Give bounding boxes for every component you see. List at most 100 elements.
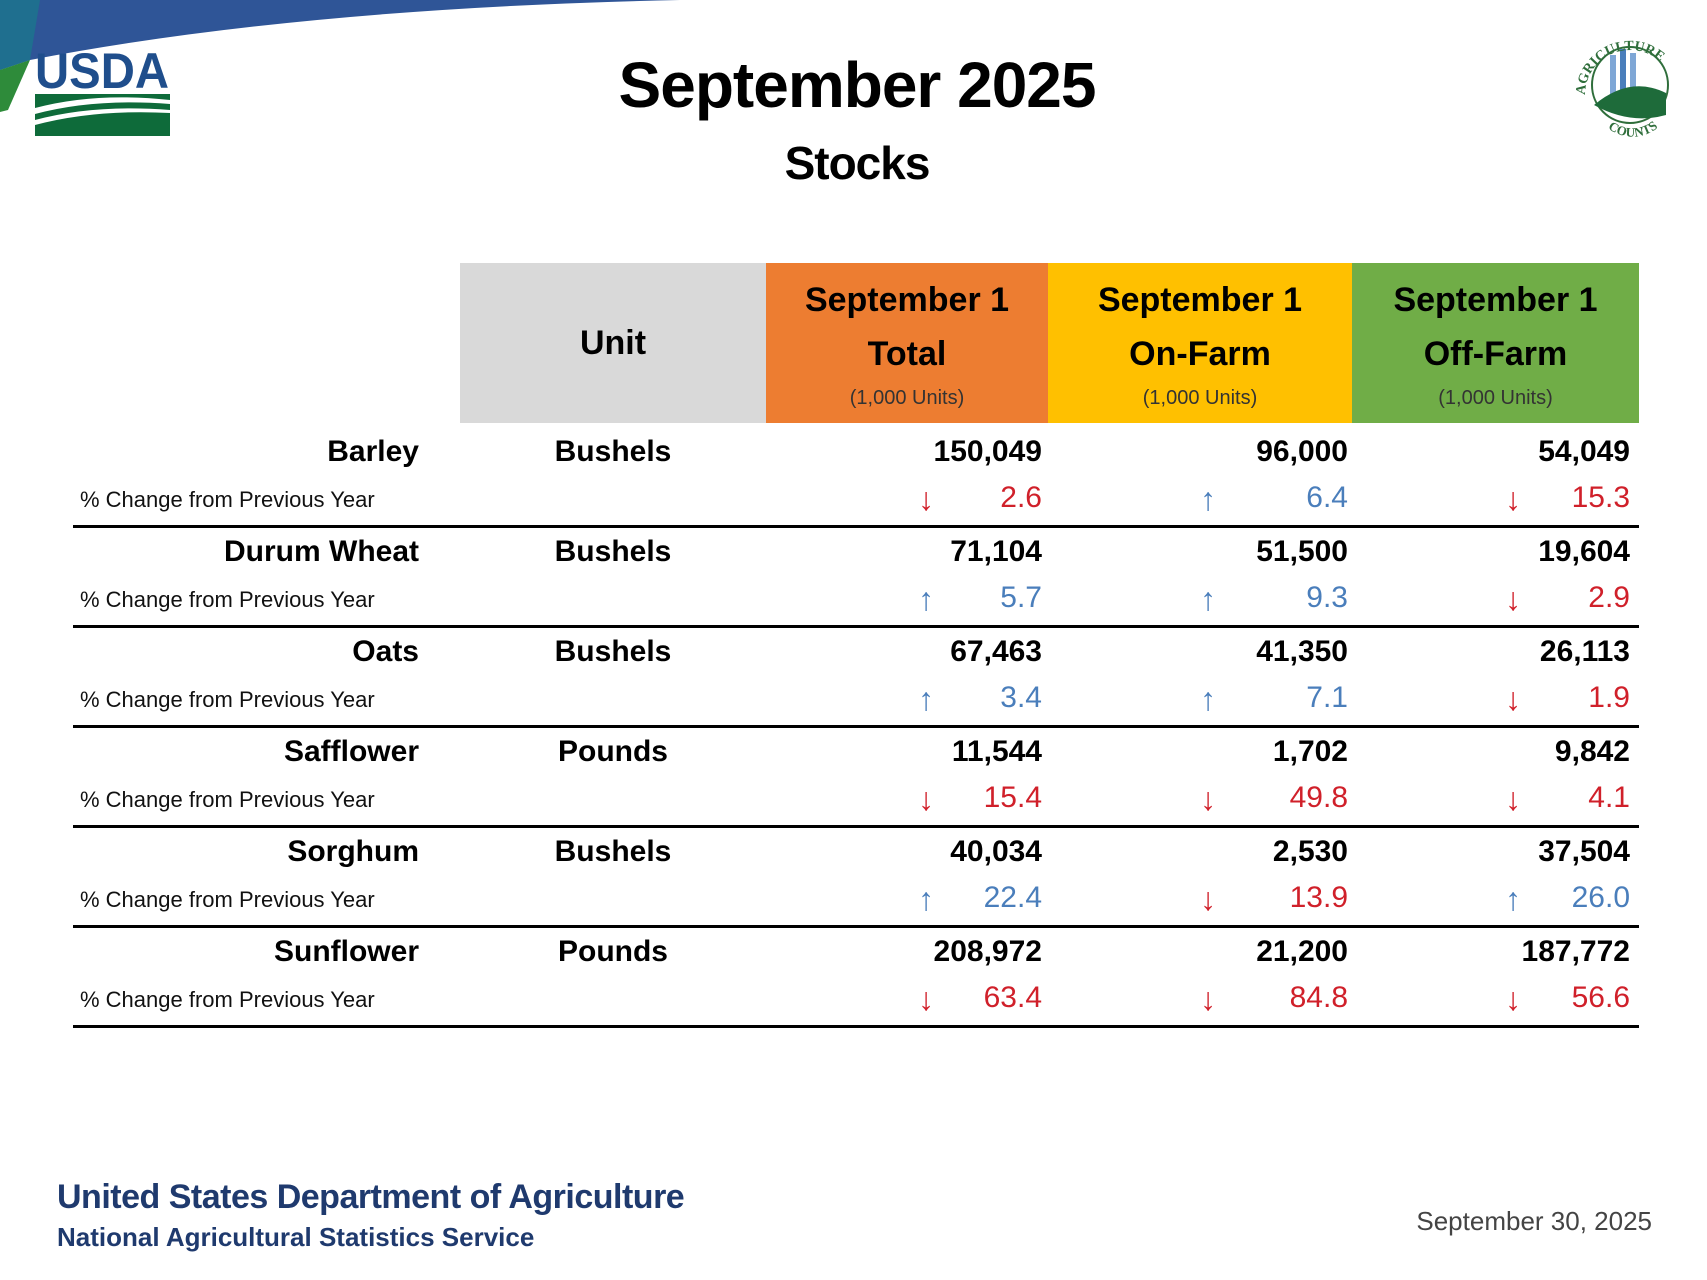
value-off-farm: 187,772: [1521, 935, 1630, 968]
arrow-up-icon: ↑: [1200, 481, 1216, 517]
value-total: 208,972: [933, 935, 1042, 968]
footer-service: National Agricultural Statistics Service: [57, 1222, 535, 1252]
arrow-up-icon: ↑: [1200, 681, 1216, 717]
value-on-farm: 21,200: [1256, 935, 1348, 968]
header-on-farm: September 1 On-Farm (1,000 Units): [1048, 263, 1352, 423]
header-unit-label: Unit: [579, 324, 647, 362]
top-swoosh-decoration: [0, 0, 680, 112]
header-total-line1: September 1: [804, 281, 1010, 319]
commodity-unit: Bushels: [554, 835, 672, 868]
arrow-down-icon: ↓: [1505, 981, 1521, 1017]
pct-change-on-farm: 9.3: [1306, 581, 1348, 614]
header-total-units: (1,000 Units): [849, 387, 965, 409]
pct-change-label: % Change from Previous Year: [80, 887, 375, 912]
value-total: 67,463: [950, 635, 1042, 668]
arrow-up-icon: ↑: [918, 881, 934, 917]
pct-change-label: % Change from Previous Year: [80, 487, 375, 512]
header-unit: Unit: [460, 263, 766, 423]
header-total: September 1 Total (1,000 Units): [766, 263, 1048, 423]
pct-change-total: 5.7: [1000, 581, 1042, 614]
arrow-down-icon: ↓: [1200, 981, 1216, 1017]
commodity-name: Safflower: [283, 735, 419, 768]
header-off-farm: September 1 Off-Farm (1,000 Units): [1352, 263, 1639, 423]
footer-agency: United States Department of Agriculture: [57, 1178, 685, 1216]
value-off-farm: 54,049: [1538, 435, 1630, 468]
commodity-name: Sunflower: [273, 935, 419, 968]
usda-logo: USDA: [35, 42, 170, 136]
pct-change-off-farm: 2.9: [1588, 581, 1630, 614]
arrow-down-icon: ↓: [1505, 581, 1521, 617]
header-off-farm-line2: Off-Farm: [1423, 335, 1568, 373]
agriculture-counts-logo: AGRICULTURE COUNTS: [1570, 25, 1690, 145]
value-total: 71,104: [950, 535, 1042, 568]
pct-change-label: % Change from Previous Year: [80, 987, 375, 1012]
arrow-up-icon: ↑: [918, 581, 934, 617]
pct-change-off-farm: 4.1: [1588, 781, 1630, 814]
value-on-farm: 2,530: [1272, 835, 1348, 868]
pct-change-total: 3.4: [1000, 681, 1042, 714]
value-total: 40,034: [950, 835, 1042, 868]
svg-text:COUNTS: COUNTS: [1606, 118, 1660, 140]
value-total: 11,544: [951, 735, 1042, 768]
value-total: 150,049: [933, 435, 1042, 468]
header-total-line2: Total: [867, 335, 947, 373]
header-off-farm-units: (1,000 Units): [1438, 387, 1553, 409]
pct-change-on-farm: 84.8: [1289, 981, 1348, 1014]
arrow-up-icon: ↑: [1505, 881, 1521, 917]
pct-change-on-farm: 49.8: [1289, 781, 1348, 814]
commodity-name: Sorghum: [287, 835, 419, 868]
header-on-farm-line2: On-Farm: [1129, 335, 1271, 373]
pct-change-on-farm: 7.1: [1306, 681, 1348, 714]
value-off-farm: 19,604: [1538, 535, 1630, 568]
pct-change-on-farm: 13.9: [1289, 881, 1348, 914]
arrow-down-icon: ↓: [918, 481, 934, 517]
value-on-farm: 41,350: [1256, 635, 1348, 668]
pct-change-label: % Change from Previous Year: [80, 587, 375, 612]
table-row: Oats Bushels % Change from Previous Year…: [73, 625, 1639, 728]
svg-text:USDA: USDA: [35, 43, 169, 99]
pct-change-total: 63.4: [983, 981, 1042, 1014]
commodity-unit: Pounds: [558, 735, 668, 768]
pct-change-label: % Change from Previous Year: [80, 687, 375, 712]
pct-change-total: 15.4: [983, 781, 1042, 814]
pct-change-off-farm: 56.6: [1571, 981, 1630, 1014]
commodity-unit: Pounds: [558, 935, 668, 968]
arrow-down-icon: ↓: [1505, 481, 1521, 517]
header-off-farm-line1: September 1: [1393, 281, 1598, 319]
table-row: Sorghum Bushels % Change from Previous Y…: [73, 825, 1639, 928]
table-row: Safflower Pounds % Change from Previous …: [73, 725, 1639, 828]
arrow-down-icon: ↓: [918, 781, 934, 817]
page-title: September 2025: [618, 49, 1097, 121]
arrow-up-icon: ↑: [918, 681, 934, 717]
commodity-unit: Bushels: [554, 535, 672, 568]
pct-change-total: 22.4: [983, 881, 1042, 914]
footer-date: September 30, 2025: [1416, 1206, 1652, 1236]
value-off-farm: 37,504: [1538, 835, 1630, 868]
commodity-unit: Bushels: [554, 435, 672, 468]
commodity-name: Barley: [327, 435, 419, 468]
arrow-down-icon: ↓: [918, 981, 934, 1017]
commodity-unit: Bushels: [554, 635, 672, 668]
pct-change-label: % Change from Previous Year: [80, 787, 375, 812]
page-subtitle: Stocks: [784, 137, 931, 189]
pct-change-on-farm: 6.4: [1306, 481, 1348, 514]
commodity-name: Oats: [352, 635, 419, 668]
arrow-up-icon: ↑: [1200, 581, 1216, 617]
arrow-down-icon: ↓: [1505, 681, 1521, 717]
commodity-name: Durum Wheat: [224, 535, 419, 568]
pct-change-off-farm: 26.0: [1571, 881, 1630, 914]
arrow-down-icon: ↓: [1200, 881, 1216, 917]
header-on-farm-units: (1,000 Units): [1142, 387, 1258, 409]
pct-change-off-farm: 15.3: [1571, 481, 1630, 514]
table-row: Barley Bushels % Change from Previous Ye…: [73, 425, 1639, 528]
arrow-down-icon: ↓: [1200, 781, 1216, 817]
pct-change-off-farm: 1.9: [1588, 681, 1630, 714]
value-on-farm: 51,500: [1256, 535, 1348, 568]
value-off-farm: 9,842: [1554, 735, 1630, 768]
value-off-farm: 26,113: [1539, 635, 1630, 668]
arrow-down-icon: ↓: [1505, 781, 1521, 817]
value-on-farm: 1,702: [1272, 735, 1348, 768]
value-on-farm: 96,000: [1256, 435, 1348, 468]
table-row: Durum Wheat Bushels % Change from Previo…: [73, 525, 1639, 628]
table-row: Sunflower Pounds % Change from Previous …: [73, 925, 1639, 1028]
